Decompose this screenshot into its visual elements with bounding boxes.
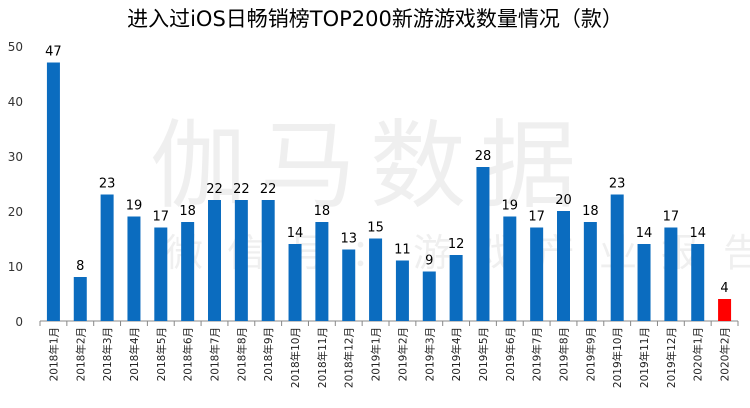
- bar: [583, 222, 597, 321]
- bar: [288, 244, 302, 321]
- data-label: 20: [555, 193, 572, 208]
- x-tick-label: 2018年4月: [128, 327, 141, 381]
- y-tick-label: 0: [15, 315, 23, 329]
- data-label: 8: [76, 259, 84, 274]
- data-label: 22: [206, 182, 223, 197]
- bar: [691, 244, 705, 321]
- data-label: 9: [425, 254, 433, 269]
- bar: [637, 244, 651, 321]
- bar: [234, 200, 248, 321]
- bar: [422, 271, 436, 321]
- data-label: 22: [233, 182, 250, 197]
- data-label: 22: [260, 182, 277, 197]
- bar: [476, 167, 490, 321]
- data-label: 47: [45, 45, 62, 60]
- data-label: 11: [394, 243, 411, 258]
- data-label: 23: [609, 177, 626, 192]
- data-label: 14: [636, 226, 653, 241]
- x-tick-label: 2020年2月: [719, 327, 732, 381]
- y-tick-label: 40: [8, 95, 23, 109]
- bar: [369, 238, 383, 321]
- bar: [503, 216, 517, 321]
- y-tick-label: 20: [8, 205, 23, 219]
- data-label: 23: [99, 177, 116, 192]
- x-tick-label: 2018年7月: [209, 327, 222, 381]
- x-tick-label: 2018年9月: [262, 327, 275, 381]
- data-label: 19: [502, 199, 519, 214]
- x-tick-label: 2019年12月: [665, 327, 678, 388]
- bar: [664, 227, 678, 321]
- bar: [395, 260, 409, 321]
- data-label: 12: [448, 237, 465, 252]
- bar: [261, 200, 275, 321]
- bar: [100, 194, 114, 321]
- data-label: 14: [689, 226, 706, 241]
- x-tick-label: 2018年2月: [74, 327, 87, 381]
- x-tick-label: 2019年10月: [611, 327, 624, 388]
- data-label: 18: [179, 204, 196, 219]
- bar: [127, 216, 141, 321]
- data-label: 18: [582, 204, 599, 219]
- x-tick-label: 2020年1月: [692, 327, 705, 381]
- bar: [718, 299, 732, 321]
- data-label: 15: [367, 221, 384, 236]
- bar: [342, 249, 356, 321]
- x-tick-label: 2019年8月: [558, 327, 571, 381]
- x-tick-label: 2019年9月: [584, 327, 597, 381]
- data-label: 13: [340, 232, 357, 247]
- x-tick-label: 2018年1月: [47, 327, 60, 381]
- bar: [557, 211, 570, 321]
- data-label: 17: [663, 210, 680, 225]
- bar: [154, 227, 168, 321]
- y-tick-label: 50: [8, 40, 23, 54]
- data-label: 4: [720, 281, 728, 296]
- x-tick-label: 2018年5月: [155, 327, 168, 381]
- bar: [610, 194, 624, 321]
- x-tick-label: 2018年3月: [101, 327, 114, 381]
- bar: [208, 200, 221, 321]
- x-tick-label: 2019年3月: [423, 327, 436, 381]
- x-tick-label: 2019年4月: [450, 327, 463, 381]
- data-label: 17: [153, 210, 170, 225]
- data-label: 14: [287, 226, 304, 241]
- x-tick-label: 2019年7月: [531, 327, 544, 381]
- data-label: 18: [314, 204, 331, 219]
- data-label: 28: [475, 149, 492, 164]
- x-tick-label: 2019年6月: [504, 327, 517, 381]
- x-tick-label: 2018年8月: [235, 327, 248, 381]
- y-tick-label: 10: [8, 260, 23, 274]
- x-tick-label: 2019年2月: [396, 327, 409, 381]
- x-tick-label: 2019年5月: [477, 327, 490, 381]
- bar: [46, 62, 60, 321]
- data-label: 17: [528, 210, 545, 225]
- chart-title: 进入过iOS日畅销榜TOP200新游游戏数量情况（款）: [127, 7, 623, 31]
- bar: [449, 255, 463, 321]
- data-label: 19: [126, 199, 143, 214]
- x-tick-label: 2018年11月: [316, 327, 329, 388]
- x-tick-label: 2019年1月: [370, 327, 383, 381]
- x-tick-label: 2018年6月: [182, 327, 195, 381]
- x-tick-label: 2018年12月: [343, 327, 356, 388]
- y-tick-label: 30: [8, 150, 23, 164]
- x-tick-label: 2018年10月: [289, 327, 302, 388]
- bar: [181, 222, 195, 321]
- bar: [530, 227, 544, 321]
- bar: [315, 222, 329, 321]
- x-tick-label: 2019年11月: [638, 327, 651, 388]
- bar: [73, 277, 87, 321]
